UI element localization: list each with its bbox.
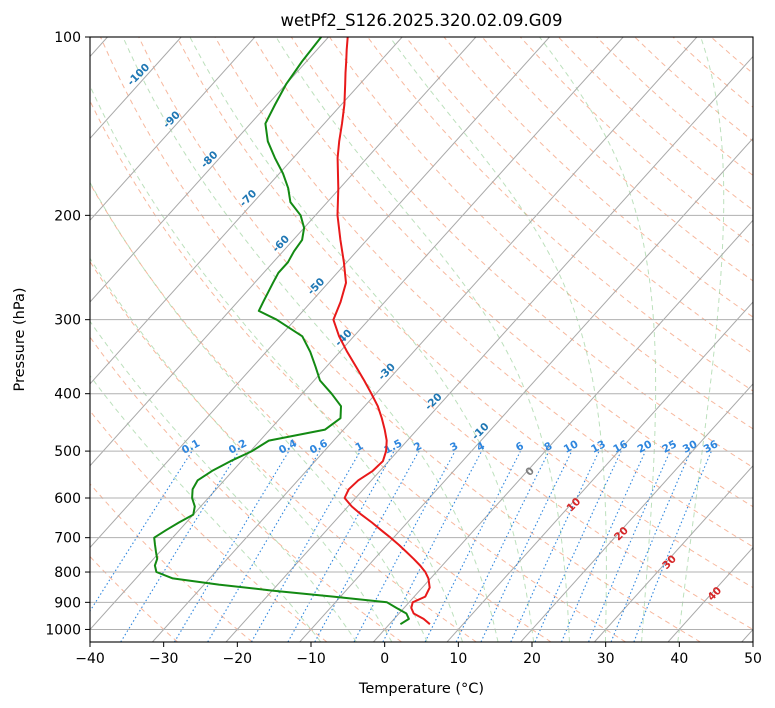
mixing-ratio-line (424, 450, 521, 642)
plot-frame (89, 36, 754, 643)
moist-adiabat-line (389, 37, 607, 642)
isotherm-line (90, 37, 477, 467)
y-axis-label: Pressure (hPa) (12, 287, 28, 391)
mixing-ratio-line (120, 450, 240, 642)
dry-adiabat-line (214, 37, 753, 548)
mixing-ratio-line (314, 450, 420, 642)
isotherm-line (225, 55, 753, 642)
mixing-ratio-line (287, 450, 395, 642)
x-axis-label: Temperature (°C) (358, 681, 484, 697)
dewpoint-profile-line (153, 37, 410, 626)
y-tick-label: 900 (54, 595, 81, 611)
y-axis-ticks: 1000 900 800 700 600 500 400 300 200 100 (45, 30, 90, 638)
mixing-ratio-line (560, 450, 646, 642)
isotherm-line (594, 465, 753, 642)
dry-adiabat-line (252, 37, 753, 508)
temperature-profile-line (332, 37, 431, 625)
isotherm-line (152, 37, 698, 642)
isotherm-line (90, 37, 329, 303)
moist-adiabat-line (189, 37, 535, 642)
isotherm-line (90, 37, 550, 549)
x-tick-label: 30 (597, 651, 615, 667)
mixing-ratio-line (610, 450, 692, 642)
isotherm-line (90, 37, 624, 631)
moist-adiabat-line (539, 37, 657, 642)
moist-adiabat-line (90, 84, 463, 642)
isotherm-line (90, 37, 403, 385)
dry-adiabat-line (90, 182, 552, 642)
y-tick-label: 100 (54, 30, 81, 46)
y-tick-label: 1000 (45, 622, 81, 638)
moist-adiabat-line (275, 37, 570, 642)
dry-adiabat-line (100, 37, 701, 642)
y-tick-label: 200 (54, 208, 81, 224)
isotherm-line (299, 137, 753, 642)
pressure-gridlines (90, 37, 753, 630)
chart-title: wetPf2_S126.2025.320.02.09.G09 (280, 11, 562, 31)
moist-adiabat-line (90, 374, 322, 642)
mixing-ratio-line (534, 450, 622, 642)
mixing-ratio-line (353, 450, 456, 642)
moist-adiabat-line (90, 320, 357, 642)
x-tick-label: 50 (744, 651, 762, 667)
mixing-ratio-line (588, 450, 671, 642)
x-tick-label: 40 (670, 651, 688, 667)
isotherm-line (446, 301, 753, 642)
x-axis-ticks: −40 −30 −20 −10 0 10 20 30 40 50 (75, 642, 762, 667)
moist-adiabat-line (122, 37, 499, 642)
mixing-ratio-line (633, 450, 712, 642)
isotherm-line (373, 219, 753, 642)
dry-adiabat-line (90, 483, 253, 642)
isotherm-line (90, 37, 256, 221)
y-tick-label: 400 (54, 387, 81, 403)
moist-adiabat-line (90, 181, 428, 642)
dry-adiabat-line (90, 99, 626, 642)
y-tick-label: 500 (54, 444, 81, 460)
profile-lines (153, 37, 431, 626)
dry-adiabat-line (176, 37, 753, 589)
x-tick-label: −30 (149, 651, 179, 667)
dry-adiabat-line (138, 37, 753, 630)
x-tick-label: −20 (223, 651, 253, 667)
y-tick-label: 700 (54, 531, 81, 547)
y-tick-label: 800 (54, 565, 81, 581)
x-tick-label: 10 (449, 651, 467, 667)
isotherm-line (520, 383, 753, 642)
dry-adiabat-line (405, 37, 753, 355)
x-tick-label: −40 (75, 651, 105, 667)
x-tick-label: 20 (523, 651, 541, 667)
dry-adiabat-line (290, 37, 753, 469)
moist-adiabat-line (677, 37, 725, 642)
y-tick-label: 600 (54, 491, 81, 507)
x-tick-label: 0 (380, 651, 389, 667)
x-tick-label: −10 (296, 651, 326, 667)
y-tick-label: 300 (54, 313, 81, 329)
mixing-ratio-line (90, 450, 193, 613)
